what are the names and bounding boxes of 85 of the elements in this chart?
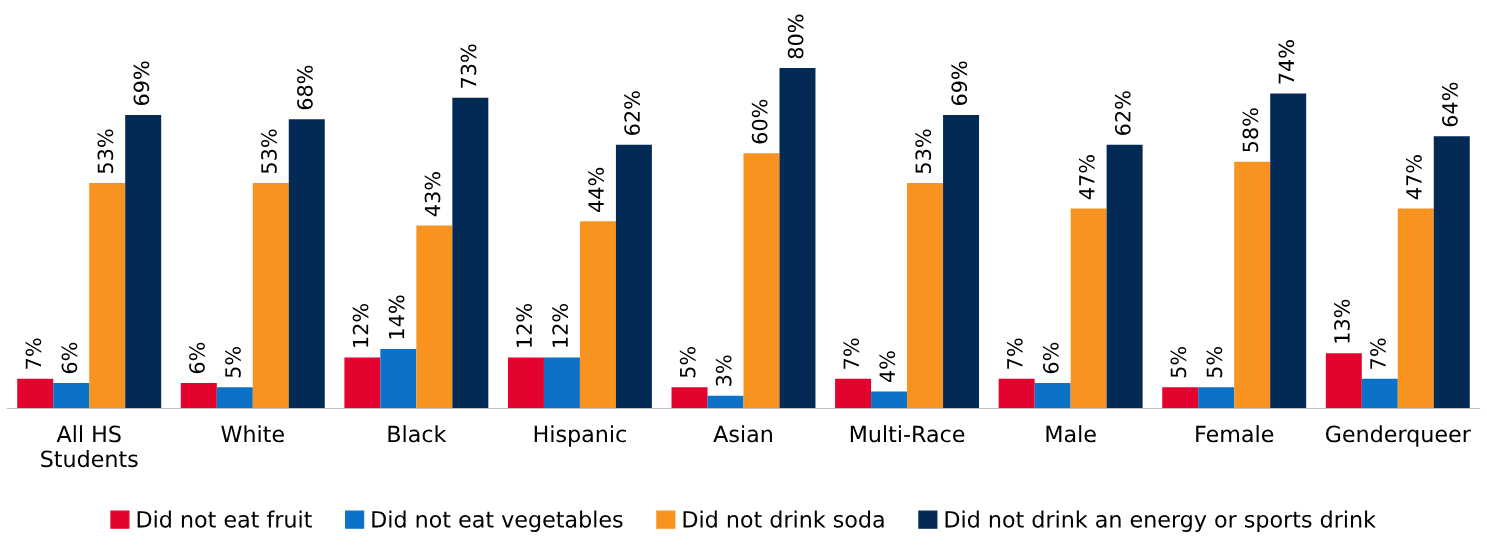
data-label: 5% <box>1206 346 1223 378</box>
bar <box>416 225 453 409</box>
data-label: 7% <box>25 338 42 369</box>
bar <box>380 348 417 409</box>
data-label: 69% <box>951 61 968 106</box>
data-label: 69% <box>133 61 150 106</box>
bar <box>1433 136 1470 409</box>
bar <box>17 378 54 409</box>
bar <box>507 357 544 409</box>
bar <box>53 382 90 409</box>
data-label: 74% <box>1278 40 1295 84</box>
data-label: 4% <box>879 351 896 383</box>
data-label: 62% <box>1114 91 1131 135</box>
data-label: 64% <box>1442 82 1458 127</box>
data-label: 53% <box>261 129 277 174</box>
legend-label: Did not eat fruit <box>137 510 312 528</box>
data-label: 68% <box>297 65 313 110</box>
bar <box>1198 387 1235 409</box>
x-tick-label: Multi-Race <box>850 425 965 443</box>
data-label: 12% <box>516 303 532 347</box>
x-tick-label: Asian <box>713 425 772 443</box>
bar <box>871 391 908 409</box>
data-label: 80% <box>787 14 804 59</box>
bar <box>907 182 944 409</box>
data-label: 5% <box>679 346 696 378</box>
bar <box>125 114 162 409</box>
bar <box>252 182 289 409</box>
bar <box>1270 93 1307 409</box>
bar <box>1325 353 1362 409</box>
data-label: 47% <box>1078 155 1095 200</box>
data-label: 43% <box>424 172 441 217</box>
data-label: 47% <box>1406 155 1422 200</box>
x-tick-label: Male <box>1046 425 1096 443</box>
data-label: 5% <box>225 346 241 378</box>
bar <box>1162 387 1199 409</box>
data-label: 7% <box>1006 338 1023 369</box>
data-label: 53% <box>97 129 114 174</box>
data-label: 5% <box>1170 346 1187 378</box>
bar <box>1034 382 1071 409</box>
data-label: 53% <box>915 129 932 174</box>
x-tick-label: Female <box>1196 425 1274 443</box>
bar <box>216 387 253 409</box>
data-label: 44% <box>588 167 604 212</box>
bar <box>452 97 489 409</box>
data-label: 13% <box>1334 299 1350 343</box>
bar <box>1397 208 1434 409</box>
bar <box>743 153 780 409</box>
bar <box>579 221 616 409</box>
data-label: 7% <box>1370 338 1386 369</box>
data-label: 12% <box>352 303 369 347</box>
data-label: 58% <box>1242 108 1259 152</box>
bar <box>835 378 872 409</box>
bar <box>671 387 708 409</box>
bar <box>615 144 652 409</box>
x-tick-label: All HS Students <box>41 425 138 468</box>
bar <box>998 378 1035 409</box>
bar <box>1361 378 1398 409</box>
legend-label: Did not drink soda <box>683 510 884 528</box>
data-label: 73% <box>460 44 477 88</box>
bar <box>180 382 217 409</box>
legend-label: Did not eat vegetables <box>372 510 623 532</box>
data-label: 62% <box>624 91 640 135</box>
data-label: 3% <box>715 355 732 386</box>
bar <box>943 114 980 409</box>
x-tick-label: Black <box>388 425 447 443</box>
bar <box>779 68 816 409</box>
data-label: 6% <box>1042 342 1059 374</box>
bar <box>1070 208 1107 409</box>
bar <box>543 357 580 409</box>
data-label: 6% <box>189 342 205 374</box>
data-label: 14% <box>388 295 405 339</box>
legend-label: Did not drink an energy or sports drink <box>945 510 1376 532</box>
bar <box>707 395 744 409</box>
bar <box>344 357 381 409</box>
data-label: 12% <box>552 303 568 347</box>
data-label: 60% <box>751 99 768 144</box>
x-tick-label: White <box>221 425 284 443</box>
bar <box>1234 161 1271 409</box>
data-label: 6% <box>61 342 78 374</box>
data-label: 7% <box>843 338 860 369</box>
x-tick-label: Hispanic <box>534 425 626 447</box>
x-tick-label: Genderqueer <box>1325 425 1471 447</box>
bar <box>1106 144 1143 409</box>
bar <box>89 182 126 409</box>
bar <box>288 119 325 409</box>
